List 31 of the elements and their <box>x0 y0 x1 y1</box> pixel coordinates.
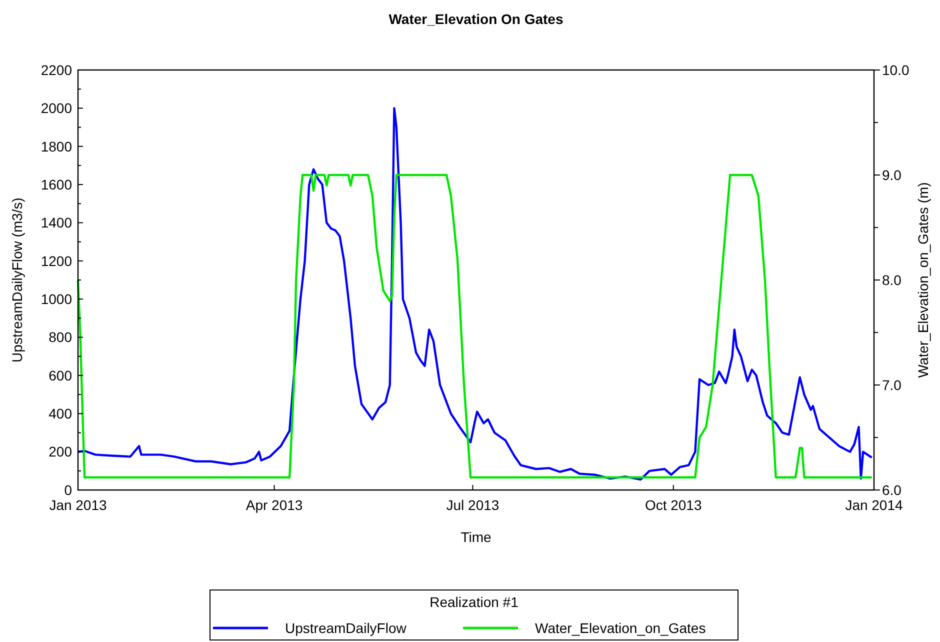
x-tick-label: Oct 2013 <box>644 497 702 513</box>
y-tick-label: 600 <box>48 367 72 384</box>
y-tick-label: 1400 <box>40 214 72 231</box>
legend-label: UpstreamDailyFlow <box>285 620 408 636</box>
x-tick-label: Jan 2013 <box>49 497 108 513</box>
x-tick-label: Jul 2013 <box>446 497 500 513</box>
legend-label: Water_Elevation_on_Gates <box>535 620 706 636</box>
y-tick-label: 2000 <box>40 100 72 116</box>
y2-axis-title: Water_Elevation_on_Gates (m) <box>915 182 931 378</box>
y-tick-label: 2200 <box>40 62 72 78</box>
x-tick-label: Apr 2013 <box>246 497 303 513</box>
line-series <box>76 107 873 481</box>
y-tick-label: 1200 <box>40 252 72 269</box>
y-tick-label: 800 <box>48 329 72 346</box>
y-tick-label: 1800 <box>40 138 72 154</box>
legend-title: Realization #1 <box>430 594 519 610</box>
y-tick-label: 400 <box>48 406 72 422</box>
y-tick-label: 1600 <box>40 176 72 192</box>
y2-tick-label: 8.0 <box>882 272 902 288</box>
y-tick-label: 0 <box>64 482 72 498</box>
y2-tick-label: 7.0 <box>882 376 902 393</box>
chart-title: Water_Elevation On Gates <box>388 11 564 27</box>
y2-tick-label: 6.0 <box>882 482 902 498</box>
y2-tick-label: 9.0 <box>882 166 902 183</box>
y-axis-title: UpstreamDailyFlow (m3/s) <box>9 198 25 362</box>
line-series <box>76 174 873 478</box>
x-tick-label: Jan 2014 <box>845 497 904 513</box>
y-tick-label: 200 <box>48 444 72 460</box>
y2-tick-label: 10.0 <box>882 62 910 78</box>
y-tick-label: 1000 <box>40 290 72 307</box>
x-axis-title: Time <box>460 529 492 545</box>
